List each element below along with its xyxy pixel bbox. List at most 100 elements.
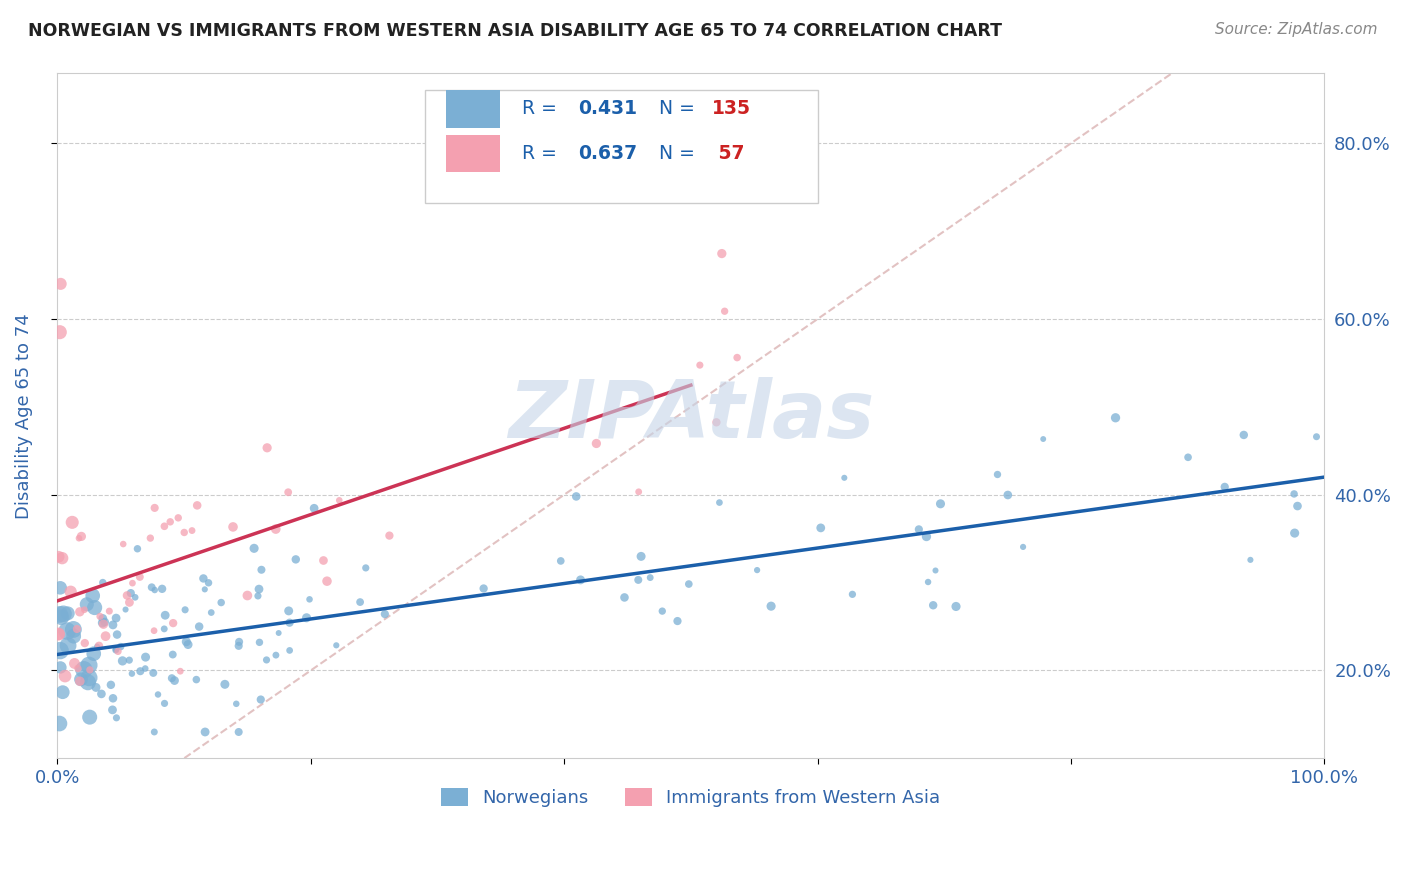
Text: N =: N = xyxy=(659,100,702,119)
Point xyxy=(93,615,115,629)
Point xyxy=(52,607,75,621)
Point xyxy=(247,582,270,596)
Point xyxy=(82,589,104,603)
Point xyxy=(167,511,190,525)
Point xyxy=(278,615,301,630)
Point xyxy=(91,615,114,630)
Point xyxy=(112,537,135,551)
Point xyxy=(115,589,138,603)
Text: R =: R = xyxy=(523,144,564,163)
FancyBboxPatch shape xyxy=(446,90,499,128)
Point xyxy=(651,604,673,618)
Point xyxy=(186,673,208,687)
Point xyxy=(228,725,250,739)
Point xyxy=(56,624,79,638)
Point xyxy=(169,664,191,678)
Point xyxy=(107,644,129,658)
Point xyxy=(86,640,108,654)
Point xyxy=(89,609,111,624)
Point xyxy=(134,661,156,675)
Point xyxy=(302,501,325,516)
Point xyxy=(997,488,1019,502)
Point xyxy=(569,573,592,587)
Point xyxy=(472,582,495,596)
Point xyxy=(143,725,166,739)
Point xyxy=(689,358,711,372)
Point xyxy=(1012,540,1035,554)
Point xyxy=(87,639,110,653)
Point xyxy=(62,623,84,637)
Point xyxy=(256,653,278,667)
Point xyxy=(1305,430,1327,444)
Point xyxy=(59,584,82,599)
Point xyxy=(228,635,250,649)
Point xyxy=(915,529,938,543)
Point xyxy=(284,552,307,566)
Point xyxy=(153,622,176,636)
Point xyxy=(91,611,114,625)
Point xyxy=(249,635,271,649)
Point xyxy=(354,561,377,575)
Point xyxy=(141,580,163,594)
Point xyxy=(124,591,146,605)
Point xyxy=(93,617,115,632)
Point xyxy=(627,484,650,499)
Point xyxy=(60,516,83,530)
Point xyxy=(709,495,731,509)
Text: 57: 57 xyxy=(713,144,745,163)
Point xyxy=(77,671,100,685)
Point xyxy=(193,571,215,585)
Point xyxy=(52,685,75,699)
Point xyxy=(1286,499,1309,513)
Text: ZIPAtlas: ZIPAtlas xyxy=(508,376,875,455)
Point xyxy=(100,678,122,692)
Legend: Norwegians, Immigrants from Western Asia: Norwegians, Immigrants from Western Asia xyxy=(434,780,948,814)
Point xyxy=(745,563,768,577)
Y-axis label: Disability Age 65 to 74: Disability Age 65 to 74 xyxy=(15,313,32,518)
Point xyxy=(66,661,89,675)
Text: R =: R = xyxy=(523,100,564,119)
Point xyxy=(70,529,93,543)
Point xyxy=(143,500,166,515)
Text: 0.431: 0.431 xyxy=(578,100,637,119)
Point xyxy=(83,647,105,661)
Point xyxy=(48,549,70,564)
Point xyxy=(105,627,128,641)
Text: 135: 135 xyxy=(713,100,751,119)
Point xyxy=(810,521,832,535)
Point xyxy=(73,636,96,650)
Point xyxy=(49,325,72,339)
Point xyxy=(176,634,198,648)
Point xyxy=(153,519,176,533)
Point xyxy=(51,551,73,566)
Point xyxy=(56,639,79,653)
Point xyxy=(349,595,371,609)
Point xyxy=(66,622,89,636)
Point xyxy=(162,616,184,631)
Point xyxy=(177,638,200,652)
Point xyxy=(917,574,939,589)
Point xyxy=(129,664,152,678)
Point xyxy=(834,471,856,485)
Point xyxy=(666,614,689,628)
Point xyxy=(378,528,401,542)
Point xyxy=(209,596,232,610)
Point xyxy=(114,602,136,616)
Point xyxy=(1032,432,1054,446)
Text: N =: N = xyxy=(659,144,702,163)
Point xyxy=(63,657,86,671)
Point xyxy=(186,499,208,513)
Point xyxy=(105,611,128,625)
Point xyxy=(277,604,299,618)
Point xyxy=(53,669,76,683)
Point xyxy=(160,671,183,685)
Point xyxy=(264,648,287,662)
Point xyxy=(174,603,197,617)
Point xyxy=(48,627,70,641)
Point xyxy=(143,624,166,638)
Point xyxy=(710,246,733,260)
Point xyxy=(325,638,347,652)
Text: Source: ZipAtlas.com: Source: ZipAtlas.com xyxy=(1215,22,1378,37)
Point xyxy=(1104,410,1126,425)
Point xyxy=(162,648,184,662)
